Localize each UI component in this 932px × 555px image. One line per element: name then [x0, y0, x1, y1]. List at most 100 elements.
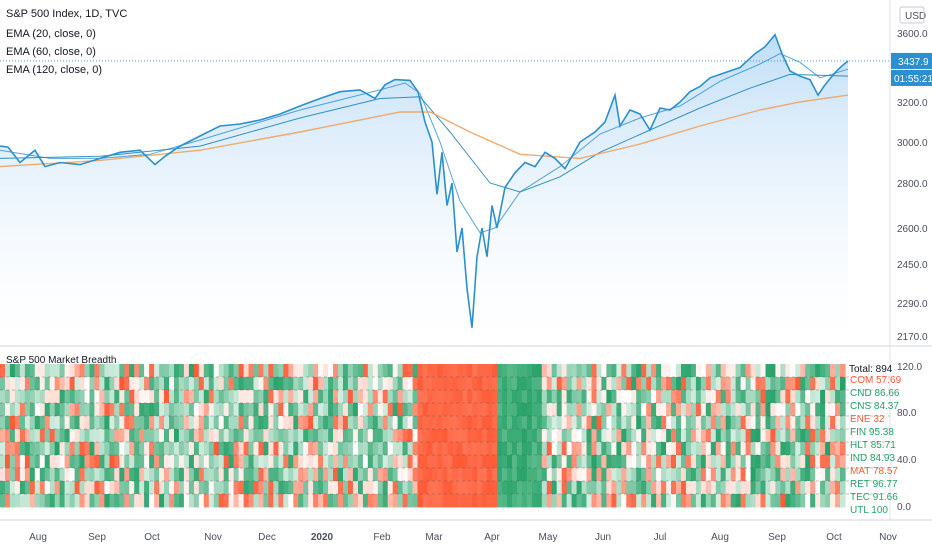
breadth-cell: [203, 442, 210, 456]
breadth-cell: [661, 442, 667, 456]
breadth-cell: [333, 390, 339, 404]
currency-box[interactable]: [899, 6, 925, 24]
breadth-cell: [258, 403, 265, 417]
breadth-cell: [174, 494, 180, 508]
price-line[interactable]: [0, 33, 849, 328]
breadth-cell: [243, 481, 250, 495]
breadth-cell: [79, 364, 86, 378]
breadth-cell: [253, 455, 260, 469]
breadth-cell: [536, 468, 543, 482]
breadth-cell: [243, 390, 250, 404]
ema20-line[interactable]: [0, 53, 849, 234]
breadth-cell: [169, 481, 175, 495]
breadth-cell: [402, 390, 409, 404]
breadth-cell: [417, 468, 424, 482]
breadth-cell: [487, 494, 493, 508]
breadth-cell: [830, 468, 836, 482]
breadth-cell: [452, 442, 458, 456]
breadth-cell: [710, 364, 717, 378]
breadth-cell: [144, 481, 150, 495]
breadth-cell: [109, 390, 115, 404]
breadth-cell: [770, 364, 776, 378]
breadth-cell: [9, 481, 16, 495]
ema20-legend[interactable]: EMA (20, close, 0): [6, 28, 96, 40]
breadth-cell: [74, 377, 81, 391]
breadth-cell: [124, 429, 130, 443]
breadth-cell: [54, 364, 61, 378]
breadth-cell: [303, 494, 309, 508]
time-tick-label: Oct: [826, 532, 842, 543]
breadth-cell: [402, 481, 409, 495]
breadth-cell: [656, 377, 662, 391]
breadth-cell: [576, 390, 583, 404]
breadth-cell: [551, 364, 558, 378]
breadth-cell: [661, 377, 667, 391]
last-price-badge[interactable]: [891, 52, 932, 69]
breadth-cell: [159, 468, 165, 482]
breadth-cell: [651, 442, 657, 456]
breadth-cell: [99, 377, 105, 391]
breadth-cell: [561, 442, 568, 456]
breadth-cell: [715, 377, 722, 391]
breadth-cell: [646, 455, 652, 469]
breadth-cell: [283, 416, 289, 430]
breadth-cell: [576, 364, 583, 378]
breadth-cell: [536, 494, 543, 508]
breadth-cell: [795, 416, 801, 430]
breadth-cell: [427, 481, 434, 495]
breadth-cell: [352, 416, 359, 430]
ema60-legend[interactable]: EMA (60, close, 0): [6, 46, 96, 58]
breadth-cell: [114, 494, 120, 508]
breadth-cell: [492, 442, 498, 456]
breadth-cell: [268, 429, 274, 443]
breadth-cell: [343, 468, 349, 482]
breadth-cell: [144, 403, 150, 417]
symbol-title[interactable]: S&P 500 Index, 1D, TVC: [6, 8, 128, 20]
breadth-cell: [740, 377, 747, 391]
breadth-cell: [99, 364, 105, 378]
breadth-cell: [661, 416, 667, 430]
breadth-cell: [29, 455, 36, 469]
time-tick-label: Jul: [654, 532, 667, 543]
breadth-cell: [14, 429, 21, 443]
breadth-cell: [283, 468, 289, 482]
breadth-cell: [770, 494, 776, 508]
breadth-cell: [591, 442, 598, 456]
breadth-cell: [5, 364, 11, 378]
breadth-cell: [99, 494, 105, 508]
breadth-cell: [114, 455, 120, 469]
breadth-cell: [596, 403, 603, 417]
breadth-cell: [606, 481, 612, 495]
ema120-legend[interactable]: EMA (120, close, 0): [6, 64, 102, 76]
breadth-cell: [502, 403, 508, 417]
breadth-cell: [293, 442, 299, 456]
breadth-cell: [685, 455, 692, 469]
breadth-cell: [39, 377, 46, 391]
breadth-cell: [447, 377, 453, 391]
breadth-cell: [705, 494, 712, 508]
breadth-cell: [427, 442, 434, 456]
breadth-cell: [447, 403, 453, 417]
breadth-cell: [770, 481, 776, 495]
breadth-cell: [9, 468, 16, 482]
breadth-cell: [5, 390, 11, 404]
breadth-cell: [114, 442, 120, 456]
breadth-cell: [183, 481, 190, 495]
breadth-cell: [382, 390, 389, 404]
breadth-cell: [422, 494, 429, 508]
breadth-cell: [442, 429, 448, 443]
breadth-cell: [382, 468, 389, 482]
breadth-cell: [586, 377, 593, 391]
breadth-cell: [372, 455, 379, 469]
breadth-cell: [59, 481, 66, 495]
breadth-cell: [308, 377, 314, 391]
breadth-cell: [521, 377, 528, 391]
breadth-cell: [467, 403, 473, 417]
breadth-cell: [507, 403, 513, 417]
breadth-cell: [382, 442, 389, 456]
ema120-line[interactable]: [0, 94, 849, 168]
breadth-cell: [750, 416, 757, 430]
breadth-cell: [685, 481, 692, 495]
breadth-cell: [541, 416, 548, 430]
